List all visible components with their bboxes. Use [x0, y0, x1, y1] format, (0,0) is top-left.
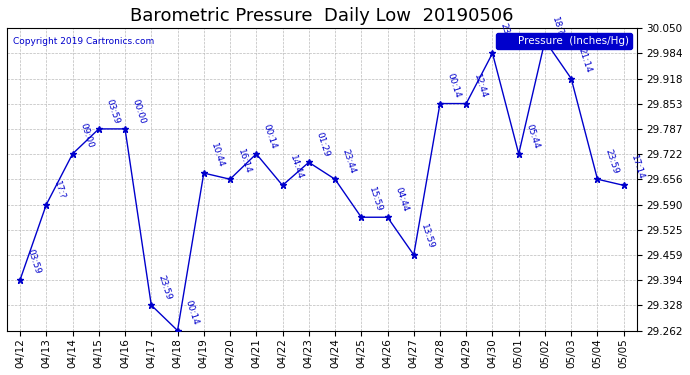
- Pressure  (Inches/Hg): [567, 76, 575, 81]
- Text: 13:59: 13:59: [420, 224, 436, 251]
- Text: 17:14: 17:14: [629, 154, 646, 181]
- Pressure  (Inches/Hg): [147, 303, 155, 307]
- Pressure  (Inches/Hg): [252, 152, 260, 156]
- Text: 15:59: 15:59: [367, 186, 384, 213]
- Text: 21:14: 21:14: [577, 47, 593, 74]
- Text: 03:59: 03:59: [26, 248, 42, 276]
- Pressure  (Inches/Hg): [42, 202, 50, 207]
- Text: 17:?: 17:?: [52, 179, 66, 200]
- Text: 00:14: 00:14: [183, 299, 199, 326]
- Text: 04:44: 04:44: [393, 186, 409, 213]
- Text: 23:59: 23:59: [603, 148, 620, 175]
- Text: 23:59: 23:59: [498, 22, 515, 49]
- Pressure  (Inches/Hg): [173, 328, 181, 333]
- Pressure  (Inches/Hg): [436, 101, 444, 106]
- Text: Copyright 2019 Cartronics.com: Copyright 2019 Cartronics.com: [13, 37, 155, 46]
- Text: 09:00: 09:00: [78, 122, 95, 150]
- Pressure  (Inches/Hg): [541, 38, 549, 43]
- Text: 10:44: 10:44: [209, 142, 226, 169]
- Text: 01:29: 01:29: [315, 131, 331, 158]
- Text: 00:14: 00:14: [262, 122, 278, 150]
- Text: 23:59: 23:59: [157, 274, 173, 301]
- Text: 16:14: 16:14: [235, 148, 252, 175]
- Pressure  (Inches/Hg): [357, 215, 366, 219]
- Pressure  (Inches/Hg): [515, 152, 523, 156]
- Pressure  (Inches/Hg): [304, 160, 313, 165]
- Text: 03:59: 03:59: [104, 98, 121, 125]
- Pressure  (Inches/Hg): [384, 215, 392, 219]
- Text: 23:44: 23:44: [341, 148, 357, 175]
- Legend: Pressure  (Inches/Hg): Pressure (Inches/Hg): [495, 33, 631, 50]
- Line: Pressure  (Inches/Hg): Pressure (Inches/Hg): [17, 37, 627, 334]
- Text: 14:44: 14:44: [288, 154, 304, 181]
- Pressure  (Inches/Hg): [226, 177, 234, 182]
- Text: 05:44: 05:44: [524, 123, 541, 150]
- Pressure  (Inches/Hg): [410, 253, 418, 257]
- Pressure  (Inches/Hg): [121, 127, 129, 131]
- Text: 00:14: 00:14: [446, 72, 462, 99]
- Pressure  (Inches/Hg): [199, 171, 208, 176]
- Pressure  (Inches/Hg): [331, 177, 339, 182]
- Pressure  (Inches/Hg): [68, 152, 77, 156]
- Text: 18:?: 18:?: [551, 15, 565, 36]
- Pressure  (Inches/Hg): [16, 278, 24, 282]
- Text: 12:44: 12:44: [472, 72, 489, 99]
- Pressure  (Inches/Hg): [593, 177, 602, 182]
- Pressure  (Inches/Hg): [620, 183, 628, 188]
- Pressure  (Inches/Hg): [95, 127, 103, 131]
- Pressure  (Inches/Hg): [278, 183, 286, 188]
- Pressure  (Inches/Hg): [462, 101, 471, 106]
- Text: 00:00: 00:00: [130, 98, 147, 125]
- Title: Barometric Pressure  Daily Low  20190506: Barometric Pressure Daily Low 20190506: [130, 7, 513, 25]
- Pressure  (Inches/Hg): [489, 51, 497, 56]
